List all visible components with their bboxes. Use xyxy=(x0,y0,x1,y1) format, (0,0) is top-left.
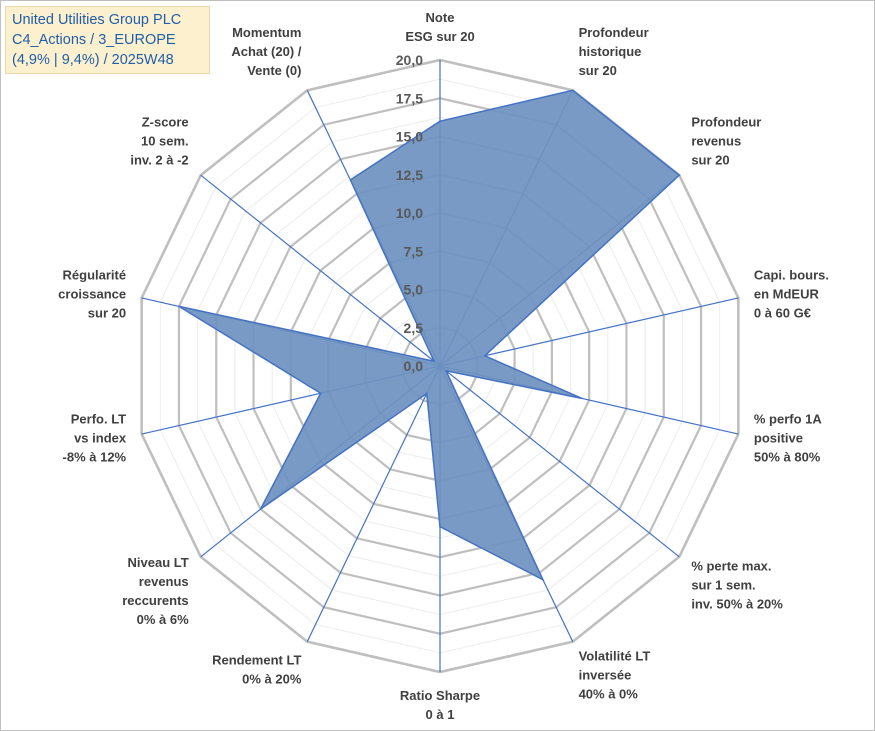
tick-label: 10,0 xyxy=(396,205,423,221)
series-point xyxy=(571,89,574,92)
tick-label: 12,5 xyxy=(396,167,423,183)
series-point xyxy=(259,508,262,510)
series-point xyxy=(678,174,681,177)
series-point xyxy=(439,525,441,528)
series-point xyxy=(439,120,441,122)
axis-label: Volatilité LT inversée 40% à 0% xyxy=(579,649,651,702)
axis-label: Momentum Achat (20) / Vente (0) xyxy=(231,25,301,78)
radial-tick-labels: 0,0 2,5 5,0 7,5 10,0 12,5 15,0 17,5 20,0 xyxy=(396,52,423,374)
series-point xyxy=(319,392,322,395)
chart-title-line-2: C4_Actions / 3_EUROPE xyxy=(12,32,176,48)
tick-label: 17,5 xyxy=(396,90,423,106)
axis-label: Capi. bours. en MdEUR 0 à 60 G€ xyxy=(754,267,829,320)
axis-label: Rendement LT 0% à 20% xyxy=(212,652,302,686)
series-point xyxy=(349,179,352,181)
axis-label: Note ESG sur 20 xyxy=(405,10,474,44)
radar-spoke xyxy=(439,365,680,558)
series-point xyxy=(425,392,428,395)
radar-spoke xyxy=(439,297,739,367)
chart-title-box: United Utilities Group PLC C4_Actions / … xyxy=(5,6,210,74)
axis-labels: Note ESG sur 20 Profondeur historique sur 20… xyxy=(58,10,829,722)
axis-label: % perte max. sur 1 sem. inv. 50% à 20% xyxy=(691,559,783,612)
chart-title-line-3: (4,9% | 9,4%) / 2025W48 xyxy=(12,52,174,68)
axis-label: Niveau LT revenus reccurents 0% à 6% xyxy=(122,555,189,627)
tick-label: 7,5 xyxy=(404,243,424,259)
radar-series xyxy=(178,89,681,582)
series-point xyxy=(542,578,544,581)
tick-label: 0,0 xyxy=(404,358,424,374)
series-point xyxy=(580,397,583,400)
radar-spoke xyxy=(306,365,441,642)
axis-label: Ratio Sharpe 0 à 1 xyxy=(400,688,480,722)
series-point xyxy=(178,305,180,308)
axis-label: Perfo. LT vs index -8% à 12% xyxy=(63,412,127,465)
series-point xyxy=(445,369,447,372)
series-point xyxy=(433,360,435,363)
tick-label: 20,0 xyxy=(396,52,423,68)
axis-label: Z-score 10 sem. inv. 2 à -2 xyxy=(130,115,188,168)
tick-label: 15,0 xyxy=(396,129,423,145)
axis-label: Profondeur historique sur 20 xyxy=(579,25,649,78)
tick-label: 5,0 xyxy=(404,282,424,298)
chart-title-line-1: United Utilities Group PLC xyxy=(12,12,182,28)
axis-label: Régularité croissance sur 20 xyxy=(58,267,126,320)
series-point xyxy=(483,354,486,357)
tick-label: 2,5 xyxy=(404,320,424,336)
radar-spoke xyxy=(200,174,441,367)
series-area xyxy=(178,89,681,582)
axis-label: % perfo 1A positive 50% à 80% xyxy=(754,412,823,465)
axis-label: Profondeur revenus sur 20 xyxy=(691,115,761,168)
